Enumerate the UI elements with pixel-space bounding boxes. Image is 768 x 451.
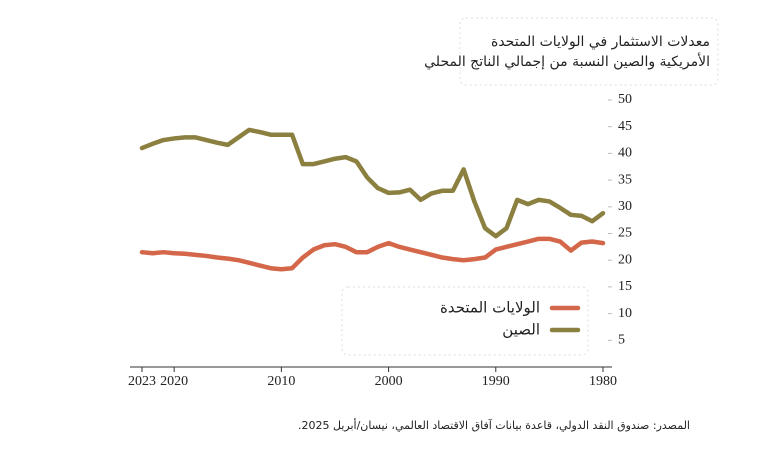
y-tick-label: 35 <box>618 172 632 187</box>
x-tick-label: 2020 <box>160 374 188 389</box>
source-note: المصدر: صندوق النقد الدولي، قاعدة بيانات… <box>298 418 690 432</box>
y-tick-label: 30 <box>618 199 632 214</box>
x-tick-label: 2010 <box>267 374 295 389</box>
y-tick-label: 45 <box>618 119 632 134</box>
x-tick-label: 1990 <box>482 374 510 389</box>
series-line <box>139 236 606 272</box>
legend-box <box>341 286 589 356</box>
chart-title: معدلات الاستثمار في الولايات المتحدة <box>491 34 710 50</box>
chart-title: الأمريكية والصين النسبة من إجمالي الناتج… <box>424 52 710 70</box>
legend-label: الولايات المتحدة <box>440 299 540 317</box>
y-tick-label: 15 <box>618 279 632 294</box>
y-tick-label: 25 <box>618 226 632 241</box>
y-tick-label: 5 <box>618 333 625 348</box>
x-tick-label: 2023 <box>128 374 156 389</box>
legend-label: الصين <box>502 321 540 339</box>
x-tick-label: 1980 <box>589 374 617 389</box>
y-tick-label: 40 <box>618 146 632 161</box>
title-box <box>459 17 719 86</box>
y-tick-label: 20 <box>618 252 632 267</box>
y-tick-label: 10 <box>618 306 632 321</box>
y-tick-label: 50 <box>618 92 632 107</box>
series-line <box>139 127 606 239</box>
x-tick-label: 2000 <box>375 374 403 389</box>
